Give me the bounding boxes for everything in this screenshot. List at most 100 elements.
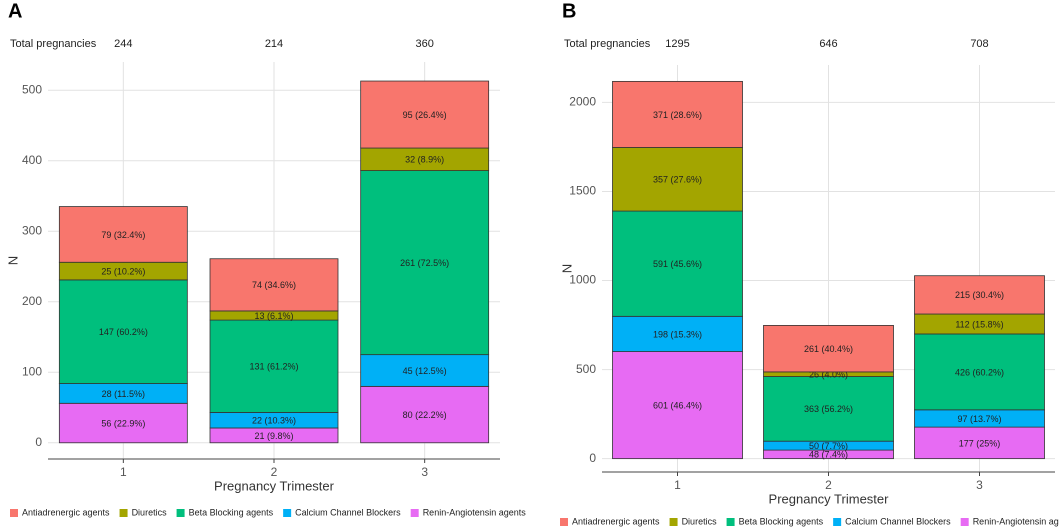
data-label: 74 (34.6%) <box>252 280 296 290</box>
bar-segment <box>360 354 490 387</box>
legend-swatch <box>669 518 678 526</box>
x-tick-label: 2 <box>271 465 278 479</box>
bar-segment <box>209 319 339 413</box>
total-value: 1295 <box>665 38 689 50</box>
data-label: 147 (60.2%) <box>99 327 148 337</box>
legend-swatch <box>176 509 185 517</box>
legend-label: Antiadrenergic agents <box>572 516 660 526</box>
legend-swatch <box>283 509 292 517</box>
total-value: 244 <box>114 38 132 50</box>
y-tick-label: 0 <box>589 451 596 465</box>
data-label: 50 (7.7%) <box>809 441 848 451</box>
data-label: 95 (26.4%) <box>403 110 447 120</box>
y-tick-label: 2000 <box>569 95 596 109</box>
legend-swatch <box>119 509 128 517</box>
data-label: 56 (22.9%) <box>101 418 145 428</box>
data-label: 28 (11.5%) <box>102 389 145 399</box>
legend-swatch <box>960 518 969 526</box>
data-label: 198 (15.3%) <box>653 329 702 339</box>
legend-label: Calcium Channel Blockers <box>845 516 951 526</box>
bar-segment <box>763 376 894 442</box>
y-tick-label: 1000 <box>569 273 596 287</box>
data-label: 601 (46.4%) <box>653 400 702 410</box>
bar-segment <box>360 170 490 356</box>
y-tick-label: 400 <box>22 153 42 167</box>
bar-segment <box>360 80 490 149</box>
total-value: 214 <box>265 38 283 50</box>
bar-segment <box>612 147 743 212</box>
data-label: 261 (72.5%) <box>400 258 449 268</box>
y-tick-label: 1500 <box>569 184 596 198</box>
legend-swatch <box>410 509 419 517</box>
totals-label: Total pregnancies <box>564 38 651 50</box>
y-axis-title: N <box>5 256 20 265</box>
x-tick-label: 1 <box>674 478 681 492</box>
data-label: 215 (30.4%) <box>955 290 1004 300</box>
y-tick-label: 200 <box>22 294 42 308</box>
bar-segment <box>914 275 1045 315</box>
bar-segment <box>914 333 1045 411</box>
x-axis-title: Pregnancy Trimester <box>769 491 890 506</box>
bar-segment <box>914 426 1045 460</box>
data-label: 13 (6.1%) <box>254 311 293 321</box>
panel-label: A <box>8 0 22 22</box>
data-label: 32 (8.9%) <box>405 155 444 165</box>
data-label: 79 (32.4%) <box>101 230 145 240</box>
data-label: 426 (60.2%) <box>955 367 1004 377</box>
x-axis-title: Pregnancy Trimester <box>214 478 335 493</box>
bar-segment <box>763 325 894 373</box>
bar-segment <box>58 206 188 263</box>
data-label: 371 (28.6%) <box>653 110 702 120</box>
legend-label: Antiadrenergic agents <box>22 507 110 517</box>
legend-label: Calcium Channel Blockers <box>295 507 401 517</box>
total-value: 360 <box>415 38 433 50</box>
y-tick-label: 500 <box>576 362 596 376</box>
data-label: 26 (4.0%) <box>809 370 848 380</box>
legend-label: Diuretics <box>132 507 168 517</box>
data-label: 21 (9.8%) <box>254 431 293 441</box>
y-tick-label: 500 <box>22 82 42 96</box>
legend-label: Beta Blocking agents <box>739 516 824 526</box>
bar-segment <box>360 385 490 444</box>
data-label: 97 (13.7%) <box>957 414 1001 424</box>
bar-segment <box>58 279 188 384</box>
legend-label: Beta Blocking agents <box>189 507 274 517</box>
bar-segment <box>612 210 743 317</box>
data-label: 80 (22.2%) <box>403 410 447 420</box>
data-label: 131 (61.2%) <box>249 362 298 372</box>
y-axis-title: N <box>559 264 574 273</box>
x-tick-label: 3 <box>976 478 983 492</box>
y-tick-label: 100 <box>22 364 42 378</box>
bar-segment <box>209 258 339 312</box>
x-tick-label: 3 <box>421 465 428 479</box>
y-tick-label: 0 <box>35 435 42 449</box>
data-label: 22 (10.3%) <box>252 416 296 426</box>
data-label: 112 (15.8%) <box>955 319 1003 329</box>
legend-label: Renin-Angiotensin agents <box>973 516 1059 526</box>
total-value: 708 <box>970 38 988 50</box>
data-label: 261 (40.4%) <box>804 344 853 354</box>
data-label: 25 (10.2%) <box>101 266 145 276</box>
x-tick-label: 2 <box>825 478 832 492</box>
panel-label: B <box>562 0 576 22</box>
bar-segment <box>612 80 743 148</box>
legend-swatch <box>726 518 735 526</box>
data-label: 48 (7.4%) <box>809 450 848 460</box>
legend-label: Diuretics <box>682 516 718 526</box>
legend-swatch <box>560 518 568 526</box>
bar-segment <box>58 402 188 444</box>
bar-segment <box>612 351 743 460</box>
data-label: 363 (56.2%) <box>804 404 853 414</box>
totals-label: Total pregnancies <box>10 38 97 50</box>
bar-segment <box>612 315 743 352</box>
legend-swatch <box>10 509 18 517</box>
data-label: 357 (27.6%) <box>653 175 702 185</box>
total-value: 646 <box>819 38 837 50</box>
data-label: 591 (45.6%) <box>653 259 702 269</box>
data-label: 177 (25%) <box>959 438 1001 448</box>
x-tick-label: 1 <box>120 465 127 479</box>
legend-label: Renin-Angiotensin agents <box>423 507 527 517</box>
legend-swatch <box>833 518 842 526</box>
y-tick-label: 300 <box>22 223 42 237</box>
